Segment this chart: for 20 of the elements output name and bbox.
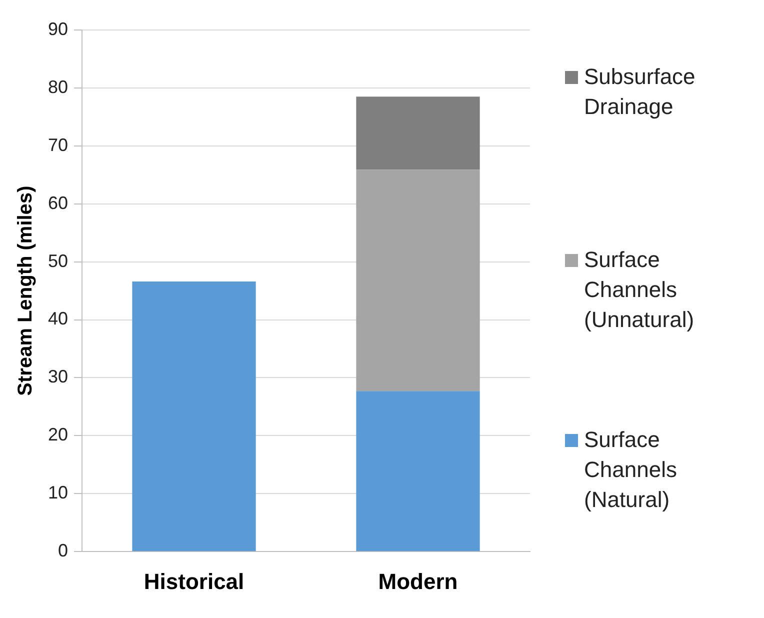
- x-tick-label: Modern: [378, 568, 458, 594]
- bar: [356, 96, 480, 170]
- y-tick-label: 30: [48, 366, 68, 387]
- bar: [356, 391, 480, 552]
- y-tick-label: 10: [48, 482, 68, 503]
- y-tick-label: 80: [48, 76, 68, 97]
- legend-label: Surface Channels (Natural): [584, 426, 678, 514]
- y-axis-title: Stream Length (miles): [14, 186, 37, 396]
- y-tick-label: 70: [48, 134, 68, 155]
- legend-label: Subsurface Drainage: [584, 63, 696, 121]
- bar: [356, 170, 480, 392]
- y-tick-label: 40: [48, 308, 68, 329]
- y-tick-label: 60: [48, 192, 68, 213]
- y-tick-label: 50: [48, 250, 68, 271]
- x-tick-label: Historical: [144, 568, 244, 594]
- y-tick-label: 20: [48, 424, 68, 445]
- y-tick-label: 90: [48, 18, 68, 39]
- legend-label: Surface Channels (Unnatural): [584, 246, 696, 334]
- y-tick-label: 0: [58, 540, 68, 561]
- bar: [132, 282, 256, 552]
